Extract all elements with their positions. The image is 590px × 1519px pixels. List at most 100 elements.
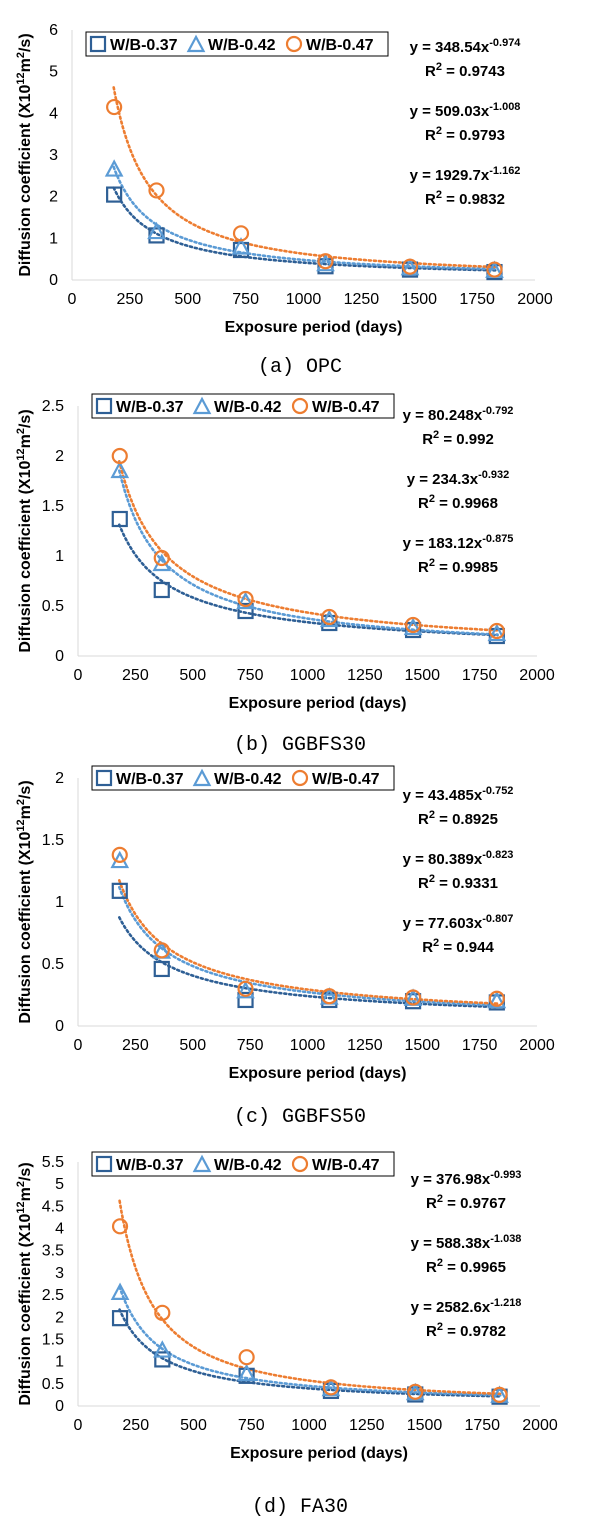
x-tick-label: 750 [237, 667, 264, 684]
trendline-equation: y = 183.12x-0.875 [403, 533, 514, 552]
trendline-equation: y = 348.54x-0.974 [410, 37, 522, 56]
data-point-w-b-0-47 [106, 98, 123, 116]
x-tick-label: 1750 [462, 667, 498, 684]
data-point-w-b-0-37 [404, 621, 422, 639]
x-tick-label: 500 [174, 291, 201, 308]
r-squared-value: = 0.9743 [442, 63, 505, 80]
data-point-w-b-0-47 [491, 1386, 508, 1404]
legend-label: W/B-0.47 [306, 37, 374, 54]
trendline-w-b-0-37 [118, 523, 499, 637]
trendline-w-b-0-37 [118, 1308, 502, 1398]
y-tick-label: 2.5 [42, 398, 64, 415]
trendline-w-b-0-47 [118, 460, 499, 632]
data-point-w-b-0-42 [110, 1282, 130, 1300]
trendline-w-b-0-42 [118, 1285, 502, 1397]
r-squared-value: = 0.9985 [435, 559, 498, 576]
legend-marker-circle [291, 769, 309, 787]
x-tick-label: 1000 [286, 291, 322, 308]
data-point-w-b-0-47 [317, 253, 334, 270]
x-tick-label: 1000 [290, 667, 326, 684]
r-squared-value: = 0.9767 [443, 1195, 506, 1212]
x-tick-label: 750 [237, 1037, 264, 1054]
y-tick-label: 0 [55, 1398, 64, 1415]
legend-label: W/B-0.47 [312, 1157, 380, 1174]
equation-exponent: -1.008 [489, 101, 520, 113]
chart-panel-ggbfs50: 0 250 500 750 1000 1250 1500 1750 2000 0 0.5 1 1.5 2 E… [0, 758, 590, 1136]
y-tick-label: 4.5 [42, 1198, 64, 1215]
equation-exponent: -0.823 [482, 849, 513, 861]
y-tick-label: 1 [55, 548, 64, 565]
y-tick-label: 5 [49, 64, 58, 81]
chart-svg: 0 250 500 750 1000 1250 1500 1750 2000 0 0.5 1 1.5 2 2… [15, 1151, 558, 1519]
x-tick-label: 250 [122, 667, 149, 684]
data-point-w-b-0-42 [487, 623, 507, 642]
x-tick-label: 1250 [349, 1417, 385, 1434]
trendline-w-b-0-42 [118, 469, 499, 636]
legend-marker-triangle [192, 768, 212, 787]
equation-base: y = 509.03x [410, 103, 490, 120]
x-tick-label: 1000 [291, 1417, 327, 1434]
r-squared-superscript: 2 [437, 1257, 443, 1269]
chart-panel-ggbfs30: 0 250 500 750 1000 1250 1500 1750 2000 0 0.5 1 1.5 2 2… [0, 380, 590, 758]
r-squared-superscript: 2 [429, 873, 435, 885]
r-squared-superscript: 2 [429, 557, 435, 569]
y-axis-label-part: Diffusion coefficient (X10 [17, 85, 34, 277]
r-squared-base: R [426, 1323, 437, 1340]
trendline-equation: y = 80.389x-0.823 [403, 849, 514, 868]
data-point-w-b-0-47 [321, 988, 338, 1005]
legend-marker-circle [291, 1155, 309, 1173]
r-squared-base: R [418, 495, 429, 512]
x-tick-label: 2000 [519, 667, 555, 684]
data-point-w-b-0-37 [154, 1351, 171, 1368]
r-squared-label: R2 = 0.9767 [426, 1193, 506, 1212]
x-tick-label: 2000 [522, 1417, 558, 1434]
r-squared-label: R2 = 0.9793 [425, 125, 505, 144]
data-point-w-b-0-37 [237, 991, 254, 1009]
trendline-w-b-0-47 [118, 879, 499, 1005]
y-axis-label-part: 12 [15, 1201, 27, 1213]
y-axis-label-part: 12 [15, 448, 27, 460]
y-tick-label: 2 [49, 189, 58, 206]
x-tick-label: 500 [179, 667, 206, 684]
legend-marker-circle [291, 397, 309, 415]
data-point-w-b-0-47 [401, 258, 419, 275]
legend-marker-triangle [192, 396, 212, 415]
r-squared-value: = 0.9793 [442, 127, 505, 144]
legend-marker-square [95, 397, 113, 415]
equation-base: y = 348.54x [410, 39, 490, 56]
legend-label: W/B-0.42 [214, 771, 282, 788]
legend-box [85, 31, 389, 57]
chart-svg: 0 250 500 750 1000 1250 1500 1750 20000123456Exp… [15, 22, 553, 379]
y-tick-label: 5 [55, 1176, 64, 1193]
data-point-w-b-0-42 [147, 221, 166, 240]
equation-exponent: -0.752 [482, 785, 513, 797]
y-tick-label: 1 [49, 230, 58, 247]
legend-label: W/B-0.37 [116, 1157, 184, 1174]
figure-caption: (c) GGBFS50 [234, 1106, 366, 1129]
data-point-w-b-0-47 [238, 1349, 255, 1366]
figure-caption: (d) FA30 [252, 1496, 348, 1519]
r-squared-base: R [426, 1195, 437, 1212]
x-tick-label: 500 [179, 1037, 206, 1054]
y-tick-label: 2 [55, 1309, 64, 1326]
y-tick-label: 0.5 [42, 956, 64, 973]
equation-base: y = 183.12x [403, 535, 483, 552]
r-squared-label: R2 = 0.9968 [418, 493, 498, 512]
equation-base: y = 80.248x [403, 407, 483, 424]
x-axis-label: Exposure period (days) [229, 1065, 407, 1082]
data-point-w-b-0-42 [231, 237, 251, 255]
r-squared-base: R [425, 191, 436, 208]
data-point-w-b-0-47 [232, 225, 250, 242]
legend-marker-triangle [186, 34, 206, 53]
data-point-w-b-0-42 [104, 159, 124, 177]
r-squared-superscript: 2 [437, 1321, 443, 1333]
legend-label: W/B-0.47 [312, 399, 380, 416]
r-squared-label: R2 = 0.9743 [425, 61, 505, 80]
r-squared-value: = 0.992 [439, 431, 494, 448]
data-point-w-b-0-42 [236, 980, 255, 999]
x-tick-label: 1000 [290, 1037, 326, 1054]
data-point-w-b-0-37 [111, 510, 128, 528]
r-squared-base: R [418, 875, 429, 892]
y-axis-label-part: 2 [15, 52, 27, 58]
y-tick-label: 1.5 [42, 832, 64, 849]
